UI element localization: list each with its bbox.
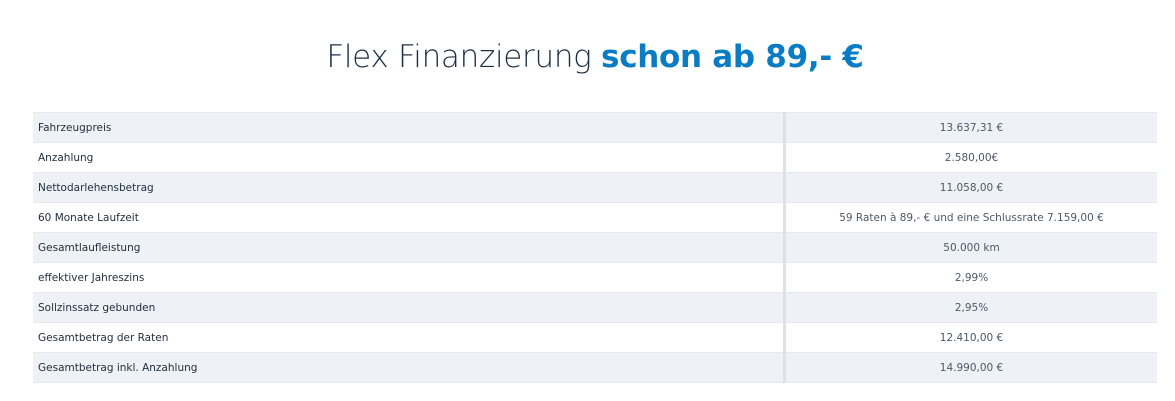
page-title: Flex Finanzierung schon ab 89,- € <box>0 39 1175 75</box>
title-prefix: Flex Finanzierung <box>326 38 602 75</box>
table-row: Gesamtlaufleistung 50.000 km <box>33 232 1157 263</box>
table-row: 60 Monate Laufzeit 59 Raten à 89,- € und… <box>33 202 1157 233</box>
table-row: Nettodarlehensbetrag 11.058,00 € <box>33 172 1157 203</box>
row-label: Gesamtbetrag der Raten <box>33 322 785 353</box>
row-value: 14.990,00 € <box>783 352 1157 383</box>
table-row: effektiver Jahreszins 2,99% <box>33 262 1157 293</box>
row-label: Nettodarlehensbetrag <box>33 172 785 203</box>
row-value: 11.058,00 € <box>783 172 1157 203</box>
row-value: 2,95% <box>783 292 1157 323</box>
row-value: 12.410,00 € <box>783 322 1157 353</box>
row-label: Sollzinssatz gebunden <box>33 292 785 323</box>
row-label: effektiver Jahreszins <box>33 262 785 293</box>
row-value: 59 Raten à 89,- € und eine Schlussrate 7… <box>783 202 1157 233</box>
table-row: Gesamtbetrag inkl. Anzahlung 14.990,00 € <box>33 352 1157 383</box>
table-row: Sollzinssatz gebunden 2,95% <box>33 292 1157 323</box>
row-label: 60 Monate Laufzeit <box>33 202 785 233</box>
row-label: Gesamtlaufleistung <box>33 232 785 263</box>
title-price-highlight: schon ab 89,- € <box>601 38 864 75</box>
row-label: Fahrzeugpreis <box>33 112 785 143</box>
table-row: Fahrzeugpreis 13.637,31 € <box>33 112 1157 143</box>
row-label: Anzahlung <box>33 142 785 173</box>
row-value: 13.637,31 € <box>783 112 1157 143</box>
row-value: 2,99% <box>783 262 1157 293</box>
row-label: Gesamtbetrag inkl. Anzahlung <box>33 352 785 383</box>
row-value: 50.000 km <box>783 232 1157 263</box>
table-row: Gesamtbetrag der Raten 12.410,00 € <box>33 322 1157 353</box>
table-row: Anzahlung 2.580,00€ <box>33 142 1157 173</box>
row-value: 2.580,00€ <box>783 142 1157 173</box>
financing-table: Fahrzeugpreis 13.637,31 € Anzahlung 2.58… <box>33 112 1157 383</box>
